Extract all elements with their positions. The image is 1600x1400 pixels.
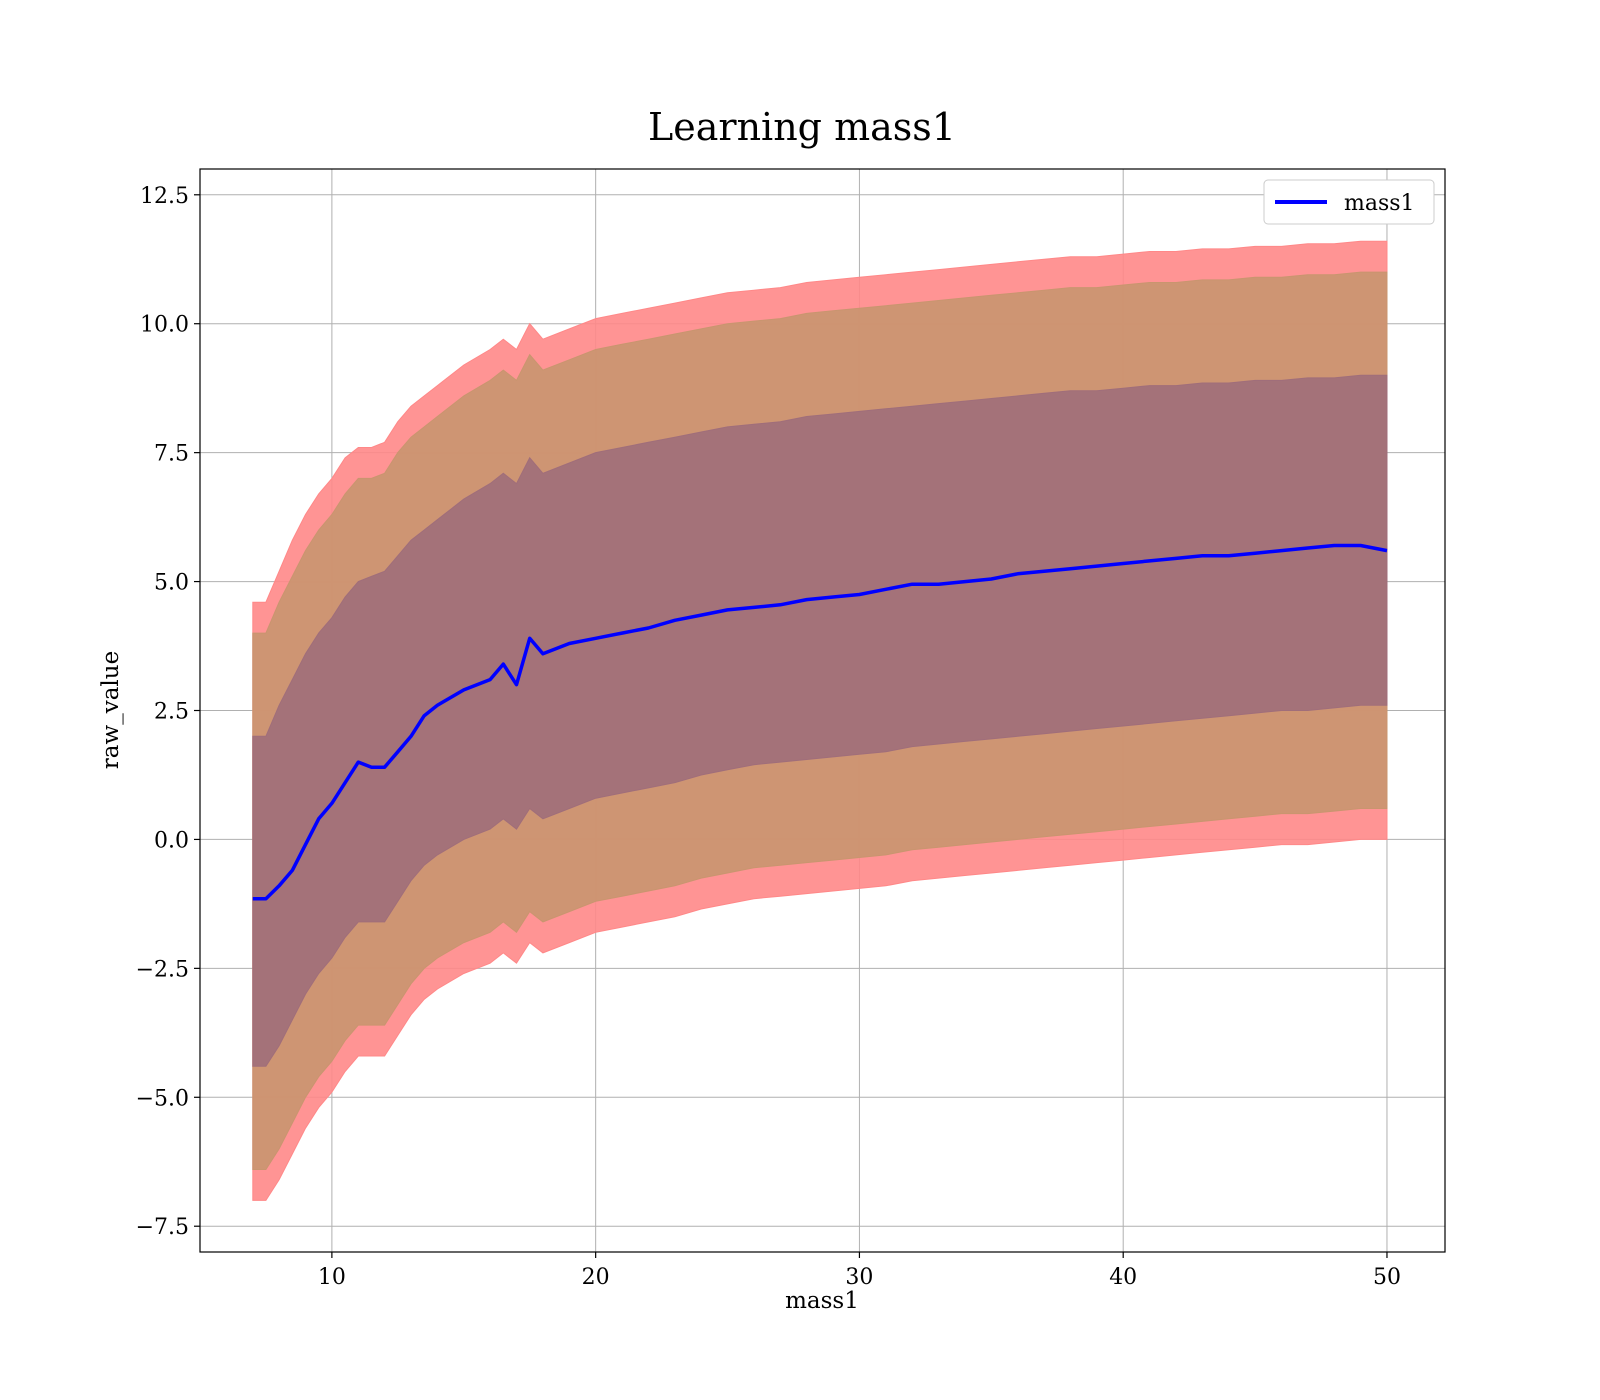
y-tick-label: −2.5: [136, 957, 189, 982]
y-tick-label: 7.5: [154, 442, 189, 467]
y-axis-label: raw_value: [98, 651, 124, 769]
y-tick-label: 12.5: [140, 184, 189, 209]
legend-entry-mass1: mass1: [1344, 191, 1415, 216]
band-inner: [252, 374, 1388, 1067]
legend-box: [1263, 179, 1435, 225]
y-tick-label: 0.0: [154, 828, 189, 853]
y-tick-label: 10.0: [140, 313, 189, 338]
x-tick-label: 10: [318, 1265, 346, 1290]
x-axis-ticks: 10 20 30 40 50: [318, 1252, 1401, 1290]
x-axis-label: mass1: [785, 1288, 859, 1314]
confidence-bands: [252, 240, 1388, 1201]
y-tick-label: −5.0: [136, 1086, 189, 1111]
chart-title: Learning mass1: [648, 105, 956, 149]
y-axis-ticks: −7.5 −5.0 −2.5 0.0 2.5 5.0 7.5 10.0 12.5: [136, 184, 200, 1240]
y-tick-label: 5.0: [154, 571, 189, 596]
y-tick-label: −7.5: [136, 1215, 189, 1240]
x-tick-label: 40: [1109, 1265, 1137, 1290]
y-tick-label: 2.5: [154, 700, 189, 725]
legend: mass1: [1263, 179, 1435, 225]
x-tick-label: 50: [1373, 1265, 1401, 1290]
series-line-mass1: [252, 543, 1388, 901]
series-lines: [252, 543, 1388, 901]
x-tick-label: 30: [845, 1265, 873, 1290]
x-tick-label: 20: [582, 1265, 610, 1290]
